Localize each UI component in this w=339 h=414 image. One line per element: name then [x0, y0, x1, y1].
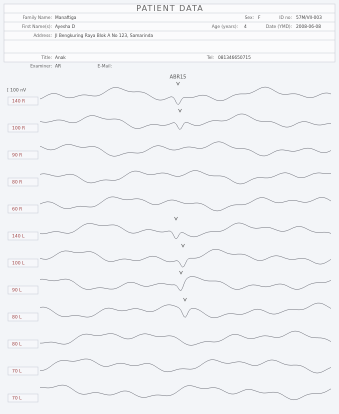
trace-label: 90 R: [12, 153, 22, 159]
field-label: Tel:: [206, 55, 214, 61]
field-value: 2008-06-08: [296, 24, 321, 30]
trace-label: 100 L: [12, 261, 25, 267]
field-label: Family Name:: [23, 15, 52, 21]
field-label: Examiner:: [30, 64, 52, 70]
trace-label: 80 R: [12, 180, 22, 186]
field-value: 081346650715: [218, 55, 251, 61]
document: PATIENT DATA Family Name: Manaftiga Sex:…: [0, 0, 339, 414]
scale-label: [ 100 nV: [7, 88, 27, 94]
trace-label: 80 L: [12, 342, 22, 348]
trace-label: 90 L: [12, 288, 22, 294]
field-value: 57M/VII-003: [296, 15, 322, 21]
trace-label: 140 R: [12, 99, 25, 105]
trace-label: 70 L: [12, 396, 22, 402]
field-label: Title:: [40, 55, 52, 61]
field-value: Manaftiga: [55, 15, 77, 21]
field-label: First Name(s):: [22, 24, 52, 30]
trace-label: 60 R: [12, 207, 22, 213]
field-value: Ayesha D: [55, 24, 76, 30]
field-label: Address:: [33, 33, 52, 39]
trace-label: 100 R: [12, 126, 25, 132]
page: {"header":{"title":"PATIENT DATA"}, "fie…: [0, 0, 339, 414]
header-title: PATIENT DATA: [136, 4, 204, 13]
marker-label: ABR15: [170, 75, 187, 81]
field-value: 4: [244, 24, 247, 30]
field-value: AR: [55, 64, 61, 70]
field-value: Anak: [55, 55, 66, 61]
field-label: E-Mail:: [98, 64, 112, 70]
field-label: Age (years):: [212, 24, 238, 30]
trace-label: 70 L: [12, 369, 22, 375]
field-value: Jl Bengkuring Raya Blok A No 123, Samari…: [54, 33, 153, 39]
field-label: Sex:: [245, 15, 254, 21]
field-label: ID no:: [279, 15, 292, 21]
trace-label: 80 L: [12, 315, 22, 321]
trace-label: 140 L: [12, 234, 25, 240]
field-label: Date (YMD):: [266, 24, 292, 30]
